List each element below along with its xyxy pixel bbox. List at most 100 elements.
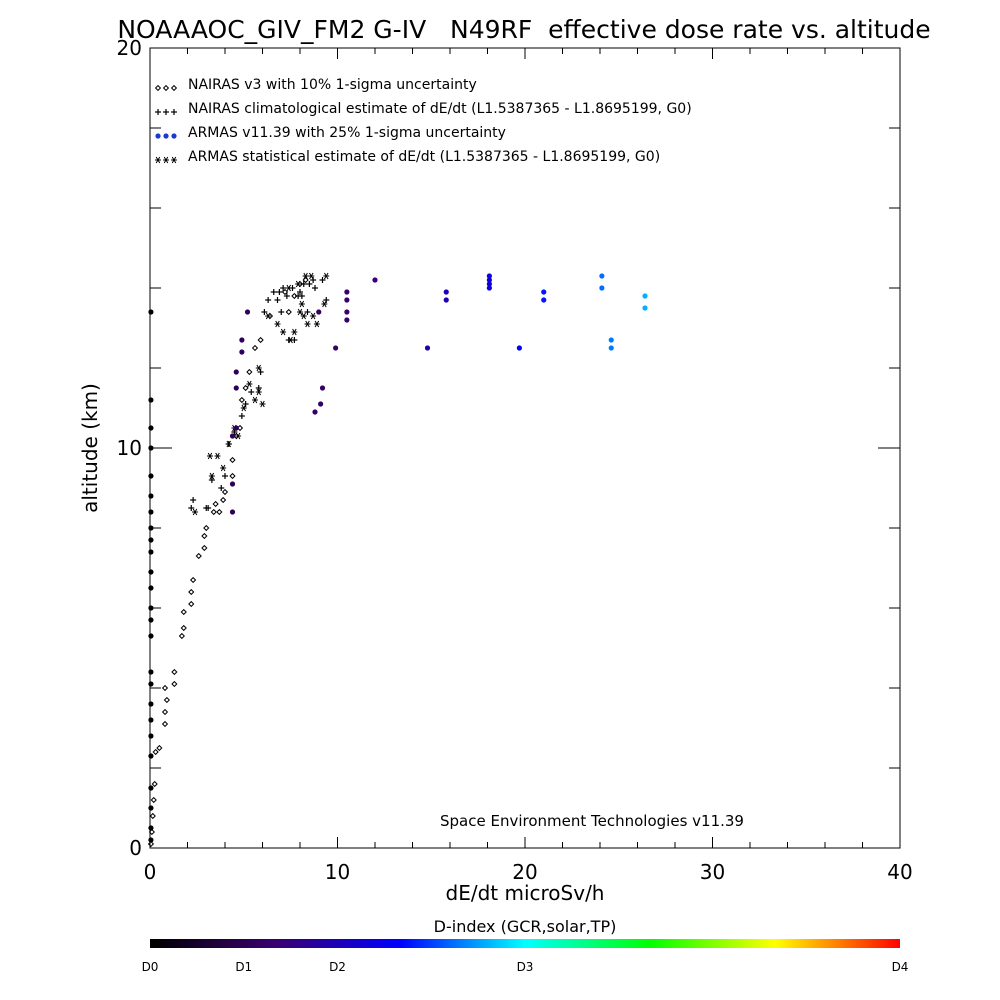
data-point [148, 733, 154, 739]
data-point [148, 828, 155, 836]
colorbar-label: D0 [142, 960, 159, 974]
legend-symbol [163, 133, 169, 139]
data-point [257, 369, 264, 375]
data-point [208, 472, 215, 480]
chart-title: NOAAAOC_GIV_FM2 G-IV N49RF effective dos… [117, 15, 930, 44]
data-point [163, 696, 170, 704]
data-point [180, 624, 187, 632]
x-axis-label: dE/dt microSv/h [446, 881, 605, 905]
data-point [149, 812, 156, 820]
series-diamond [147, 276, 309, 848]
data-point [248, 389, 255, 395]
data-point [238, 413, 245, 419]
legend-symbol [155, 156, 161, 164]
data-point [304, 309, 311, 315]
colorbar: D-index (GCR,solar,TP) D0 D1 D2 D3 D4 [142, 917, 909, 974]
data-point [283, 293, 290, 299]
data-point [240, 404, 247, 412]
data-point [312, 285, 318, 291]
data-point [229, 472, 236, 480]
data-point [255, 388, 262, 396]
data-point [270, 289, 277, 295]
data-point [265, 312, 272, 320]
axis-ticks: 0 10 20 30 40 0 10 20 [117, 36, 913, 884]
data-point [171, 680, 178, 688]
data-point [148, 525, 154, 531]
legend-symbol [155, 109, 161, 115]
data-point [321, 300, 328, 308]
data-point [333, 345, 339, 351]
data-point [161, 708, 169, 716]
colorbar-label: D1 [235, 960, 252, 974]
data-point [229, 433, 236, 439]
data-point [261, 309, 268, 315]
data-point [207, 452, 213, 460]
data-point [316, 309, 322, 315]
series-asterisk [192, 272, 330, 516]
data-point [319, 277, 326, 283]
y-tick-label: 20 [117, 36, 142, 60]
data-point [171, 668, 178, 676]
data-point [208, 477, 215, 483]
data-point [642, 305, 648, 311]
data-point [221, 488, 229, 496]
data-point [443, 297, 449, 303]
data-point [608, 345, 614, 351]
y-tick-label: 0 [129, 836, 142, 860]
data-point [156, 744, 163, 752]
legend: NAIRAS v3 with 10% 1-sigma uncertainty NA… [154, 77, 692, 165]
legend-item: NAIRAS climatological estimate of dE/dt … [155, 101, 692, 117]
data-point [148, 425, 154, 431]
data-point [150, 796, 157, 804]
data-point [148, 537, 154, 543]
data-point [148, 701, 154, 707]
x-tick-label: 30 [700, 860, 725, 884]
data-points [147, 272, 648, 848]
y-axis-label: altitude (km) [78, 383, 102, 513]
data-point [280, 285, 287, 291]
data-point [285, 284, 292, 292]
data-point [541, 297, 547, 303]
data-point [424, 345, 431, 351]
data-point [239, 349, 245, 355]
data-point [147, 840, 155, 848]
data-point [252, 396, 258, 404]
colorbar-label: D4 [892, 960, 909, 974]
data-point [300, 281, 307, 287]
data-point [148, 585, 154, 591]
data-point [242, 401, 249, 407]
data-point [255, 385, 262, 391]
data-point [313, 320, 320, 328]
data-point [599, 273, 605, 279]
data-point [297, 289, 303, 295]
data-point [344, 317, 350, 323]
data-point [287, 336, 294, 344]
legend-symbol [155, 133, 161, 139]
data-point [148, 825, 154, 831]
data-point [201, 532, 208, 540]
data-point [239, 337, 245, 343]
data-point [220, 496, 227, 504]
data-point [541, 289, 547, 295]
data-point [244, 309, 251, 315]
data-point [486, 281, 492, 287]
data-point [323, 272, 330, 280]
data-point [242, 384, 249, 392]
data-point [312, 409, 318, 415]
data-point [233, 385, 239, 391]
data-point [486, 277, 492, 283]
data-point [190, 576, 197, 584]
data-point [148, 837, 154, 843]
data-point [300, 312, 307, 320]
legend-label: NAIRAS climatological estimate of dE/dt … [188, 101, 692, 117]
colorbar-label: D2 [329, 960, 346, 974]
data-point [257, 336, 264, 344]
data-point [310, 312, 317, 320]
data-point [486, 285, 492, 291]
data-point [308, 272, 315, 280]
data-point [180, 608, 187, 616]
data-point [188, 505, 195, 511]
data-point [214, 452, 221, 460]
data-point [295, 280, 302, 288]
